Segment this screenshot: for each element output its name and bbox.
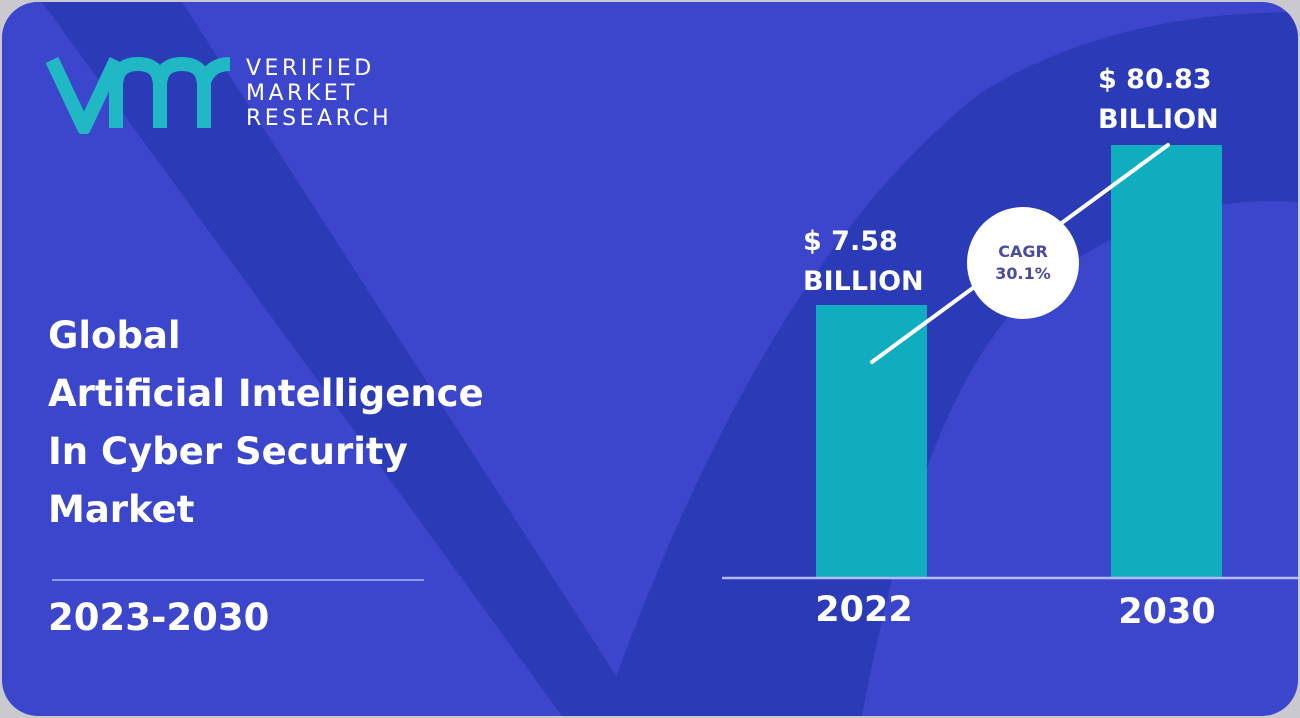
bar-2030 bbox=[1111, 145, 1222, 578]
bar-value-label-2022: $ 7.58 BILLION bbox=[803, 226, 924, 297]
cagr-value: 30.1% bbox=[995, 264, 1051, 283]
brand-line-1: VERIFIED bbox=[246, 55, 375, 81]
title-line-1: Global bbox=[48, 314, 181, 357]
x-tick-2030: 2030 bbox=[1118, 592, 1216, 632]
bar-2022 bbox=[816, 305, 927, 578]
brand-line-3: RESEARCH bbox=[246, 105, 393, 131]
title-divider bbox=[52, 579, 424, 581]
forecast-period: 2023-2030 bbox=[48, 596, 270, 639]
title-line-3: In Cyber Security bbox=[48, 430, 408, 473]
title-line-4: Market bbox=[48, 488, 195, 531]
brand-line-2: MARKET bbox=[246, 80, 359, 106]
brand-name: VERIFIED MARKET RESEARCH bbox=[246, 56, 392, 131]
cagr-label: CAGR bbox=[998, 242, 1048, 261]
vmr-logo-icon bbox=[46, 57, 231, 134]
bar-value-label-2030: $ 80.83 BILLION bbox=[1098, 64, 1219, 135]
page-title: Global Artificial Intelligence In Cyber … bbox=[48, 307, 484, 539]
title-line-2: Artificial Intelligence bbox=[48, 372, 484, 415]
cagr-badge: CAGR 30.1% bbox=[967, 207, 1079, 319]
x-tick-2022: 2022 bbox=[815, 590, 913, 630]
brand-logo: VERIFIED MARKET RESEARCH bbox=[46, 52, 392, 134]
